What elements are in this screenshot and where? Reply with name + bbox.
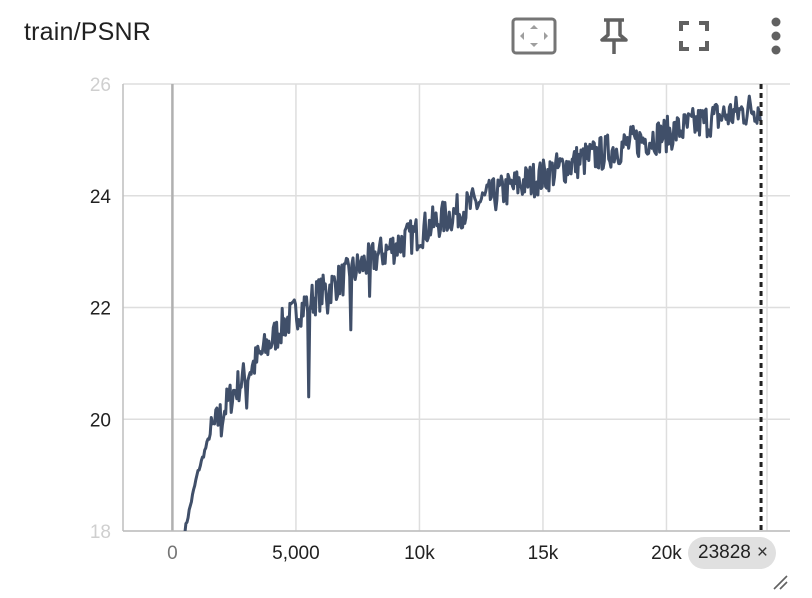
close-icon[interactable]: ×	[756, 542, 768, 563]
x-tick-label: 15k	[528, 543, 559, 564]
pin-icon	[600, 18, 628, 54]
card-title: train/PSNR	[24, 18, 152, 46]
x-tick-label: 0	[167, 543, 178, 564]
y-tick-label: 22	[90, 299, 111, 320]
fullscreen-icon	[679, 21, 709, 51]
axis-tick-labels: 18 20 22 24 26 0 5,000 10k 15k 20k	[90, 75, 682, 564]
y-tick-label: 20	[90, 410, 111, 431]
step-badge-value: 23828	[698, 542, 751, 563]
x-tick-label: 10k	[404, 543, 435, 564]
fit-domain-button[interactable]	[510, 14, 558, 58]
y-tick-label: 18	[90, 522, 111, 543]
y-tick-label: 26	[90, 75, 111, 96]
resize-handle-icon[interactable]	[772, 574, 788, 590]
more-vert-icon	[771, 17, 781, 55]
fullscreen-button[interactable]	[670, 14, 718, 58]
x-tick-label: 5,000	[272, 543, 320, 564]
step-badge: 23828 ×	[688, 537, 776, 569]
fit-domain-icon	[511, 17, 557, 55]
y-tick-label: 24	[90, 187, 112, 208]
series-layer	[183, 94, 762, 531]
more-options-button[interactable]	[752, 14, 800, 58]
series-line	[183, 94, 762, 531]
x-tick-label: 20k	[651, 543, 682, 564]
grid	[122, 83, 790, 532]
pin-button[interactable]	[590, 14, 638, 58]
